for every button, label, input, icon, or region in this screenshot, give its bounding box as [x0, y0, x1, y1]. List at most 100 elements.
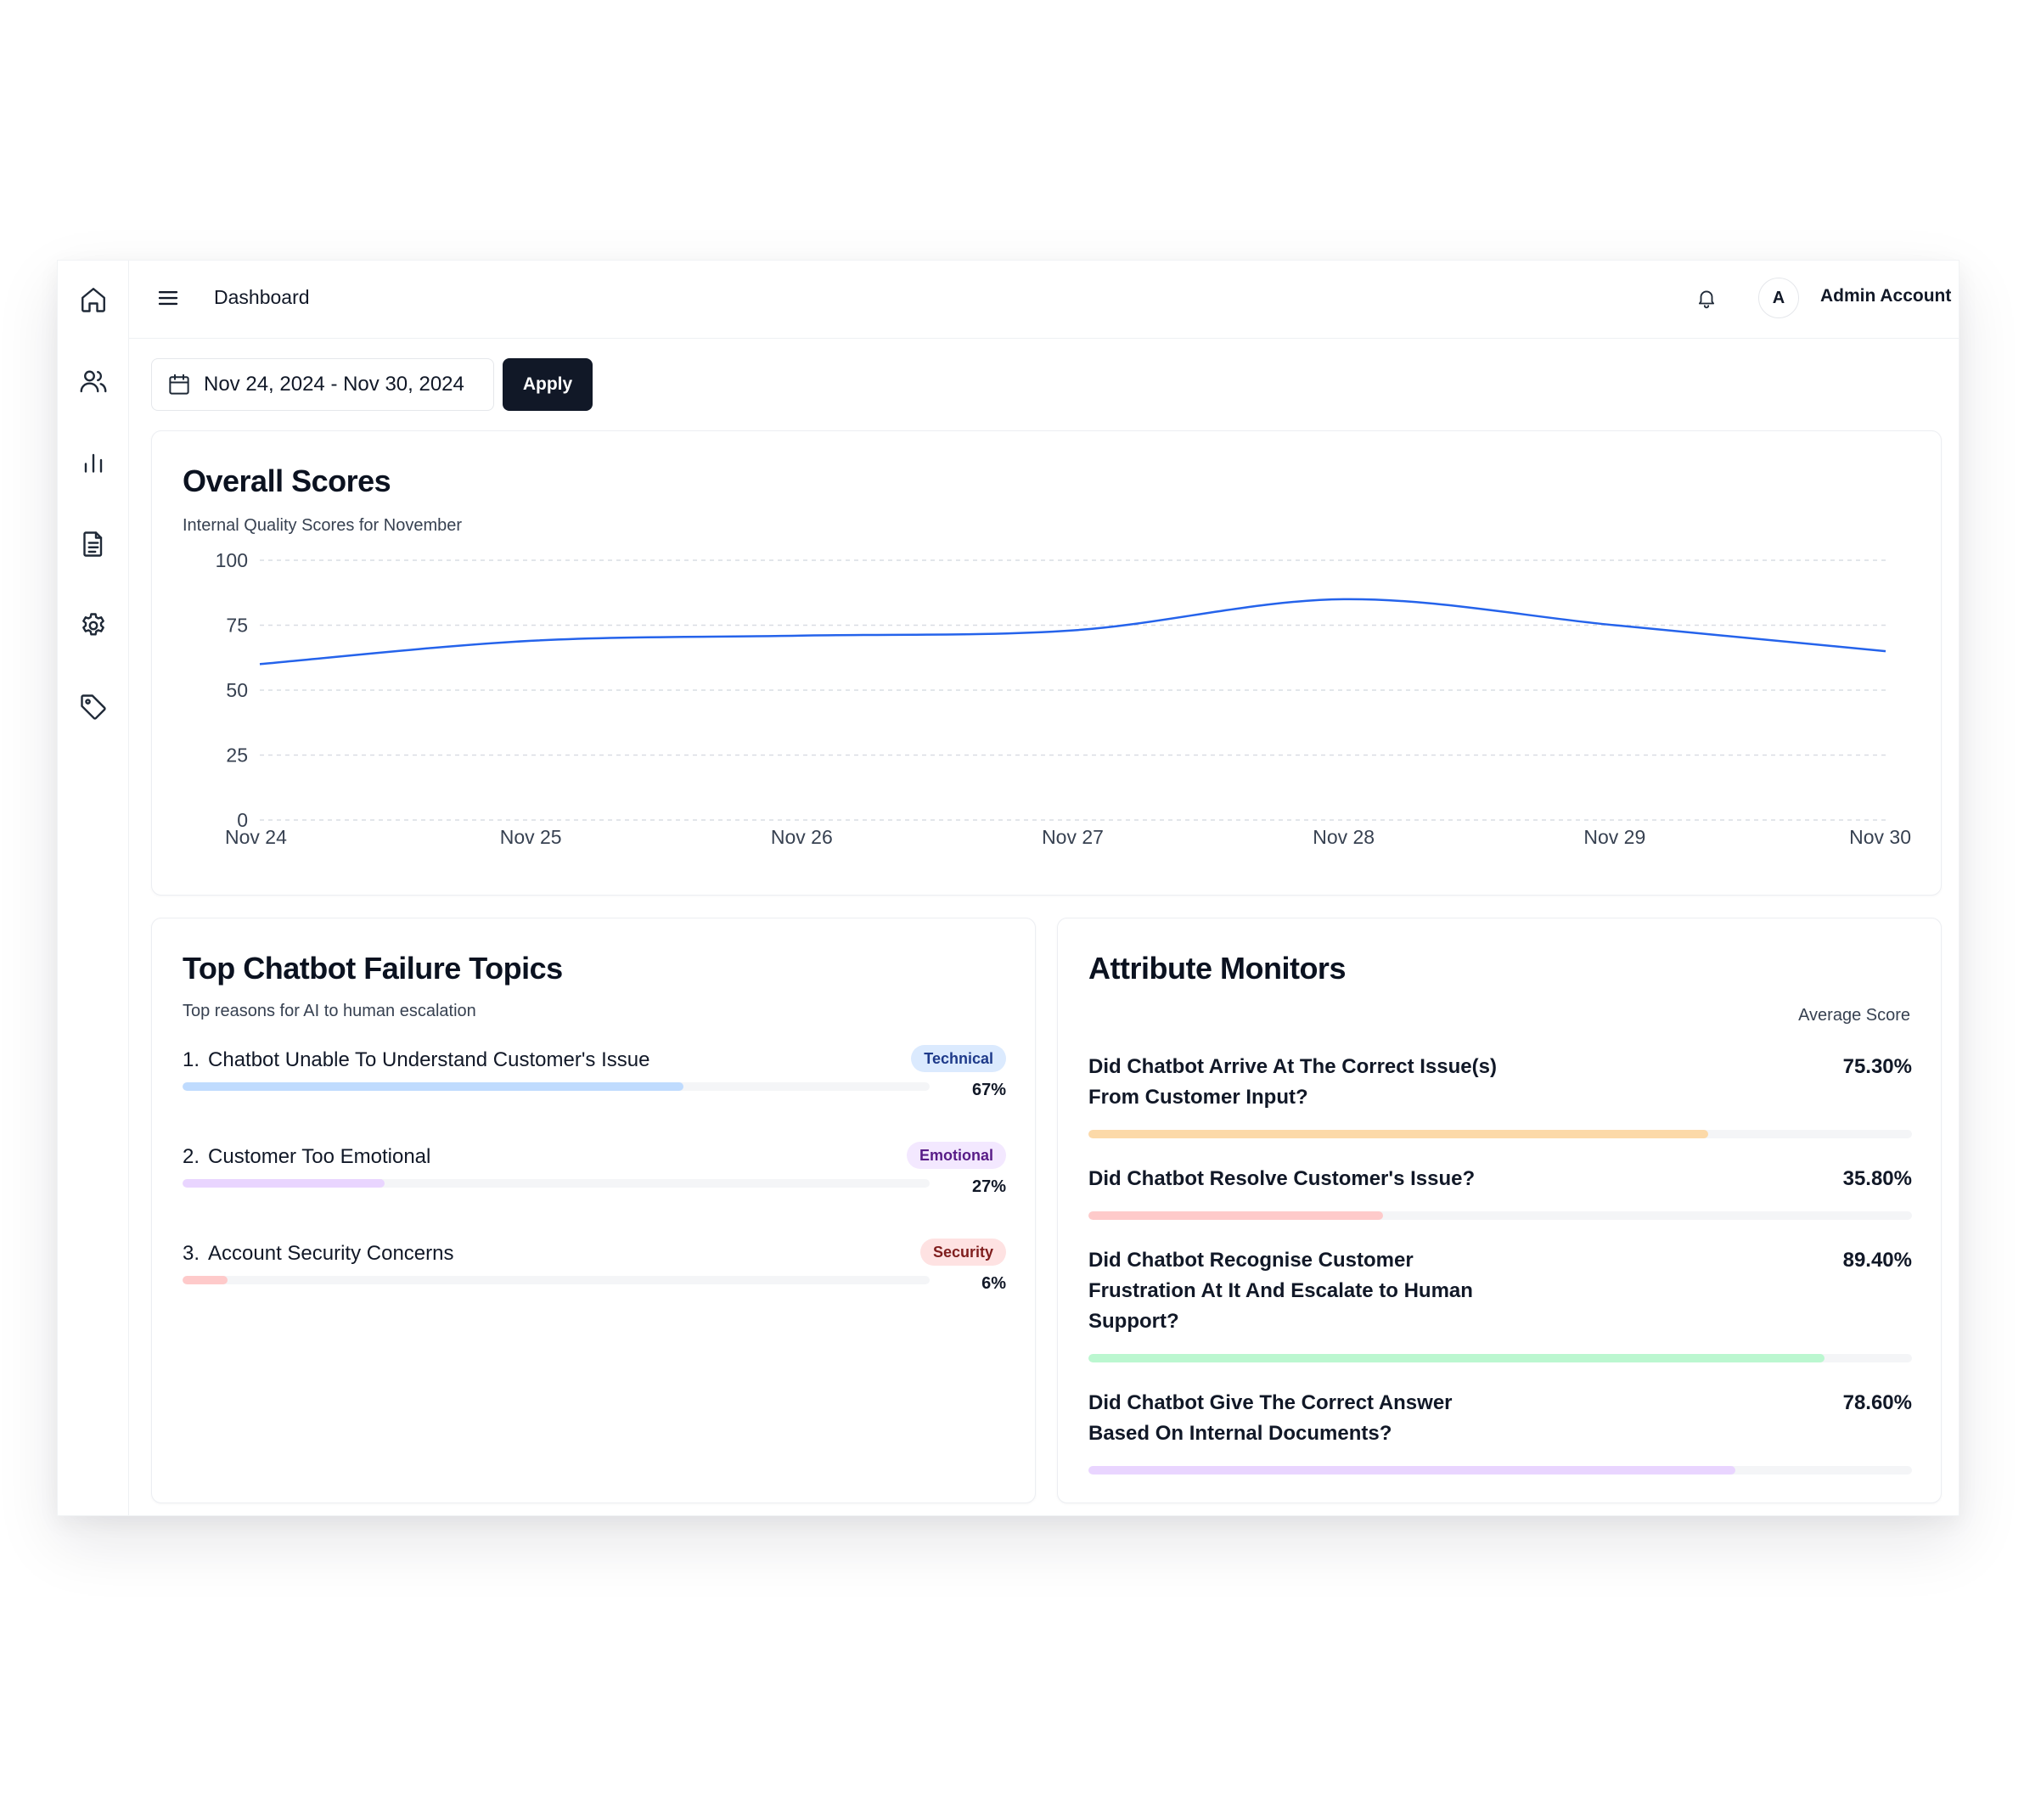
apply-button[interactable]: Apply	[503, 358, 593, 411]
failure-topic-percentage: 27%	[971, 1177, 1006, 1196]
bell-icon	[1698, 290, 1715, 309]
gear-icon	[82, 613, 104, 636]
x-tick-label: Nov 29	[1583, 826, 1645, 848]
failure-topic-text: Chatbot Unable To Understand Customer's …	[208, 1048, 650, 1071]
attribute-question: Did Chatbot Arrive At The Correct Issue(…	[1088, 1052, 1497, 1113]
progress-track	[1088, 1466, 1912, 1475]
progress-track	[1088, 1211, 1912, 1220]
category-badge: Technical	[911, 1045, 1006, 1072]
account-name[interactable]: Admin Account	[1820, 286, 1952, 306]
page-title: Dashboard	[214, 286, 310, 308]
failure-topic-rank: 2.	[183, 1145, 200, 1168]
progress-fill	[1088, 1130, 1709, 1138]
failure-topics-subtitle: Top reasons for AI to human escalation	[183, 1002, 476, 1020]
calendar-icon	[169, 374, 189, 395]
y-tick-label: 75	[226, 615, 248, 637]
average-score-header: Average Score	[1798, 1006, 1910, 1025]
failure-topic-rank: 3.	[183, 1242, 200, 1265]
attribute-score: 35.80%	[1842, 1167, 1912, 1190]
y-tick-label: 0	[237, 809, 248, 831]
category-badge: Emotional	[906, 1142, 1006, 1169]
failure-topic-label: 1. Chatbot Unable To Understand Customer'…	[183, 1048, 649, 1072]
y-tick-label: 25	[226, 744, 248, 767]
progress-fill	[1088, 1466, 1736, 1475]
overall-scores-chart: 0 25 50 75 100 Nov 24 Nov 25 Nov 26 Nov 27 Nov 28…	[216, 549, 1911, 848]
hamburger-menu-icon	[158, 290, 178, 306]
sidebar	[58, 261, 129, 1515]
sidebar-item-settings[interactable]	[73, 605, 114, 646]
avatar[interactable]: A	[1758, 278, 1799, 318]
progress-track	[1088, 1130, 1912, 1138]
progress-track	[1088, 1354, 1912, 1362]
x-tick-label: Nov 24	[225, 826, 287, 848]
attribute-monitors-card: Attribute Monitors Average Score Did Cha…	[1057, 918, 1942, 1503]
attribute-monitor-item[interactable]: Did Chatbot Resolve Customer's Issue? 35.…	[1088, 1164, 1912, 1223]
overall-scores-card: 0 25 50 75 100 Nov 24 Nov 25 Nov 26 Nov 27 Nov 28…	[151, 430, 1942, 896]
attribute-score: 75.30%	[1842, 1055, 1912, 1078]
failure-topic-percentage: 67%	[971, 1081, 1006, 1099]
menu-button[interactable]	[148, 278, 188, 318]
attribute-question-line: Did Chatbot Arrive At The Correct Issue(…	[1088, 1055, 1497, 1078]
overall-scores-subtitle: Internal Quality Scores for November	[183, 516, 463, 535]
y-tick-label: 50	[226, 679, 248, 701]
sidebar-item-documents[interactable]	[73, 524, 114, 565]
failure-topics-title: Top Chatbot Failure Topics	[183, 951, 563, 986]
attribute-monitors-title: Attribute Monitors	[1088, 951, 1346, 986]
category-badge: Security	[919, 1239, 1006, 1266]
sidebar-item-home[interactable]	[73, 279, 114, 320]
failure-topic-text: Customer Too Emotional	[208, 1145, 431, 1168]
failure-topic-percentage: 6%	[981, 1274, 1006, 1293]
date-range-picker[interactable]: Nov 24, 2024 - Nov 30, 2024	[151, 358, 494, 411]
attribute-monitor-item[interactable]: Did Chatbot Recognise Customer Frustratio…	[1088, 1245, 1912, 1366]
failure-topic-item[interactable]: 1. Chatbot Unable To Understand Customer'…	[183, 1045, 1006, 1116]
y-tick-label: 100	[216, 549, 248, 571]
users-icon	[80, 370, 107, 393]
overall-scores-title: Overall Scores	[183, 463, 391, 498]
sidebar-item-tags[interactable]	[73, 687, 114, 727]
attribute-question-line: Frustration At It And Escalate to Human	[1088, 1279, 1473, 1302]
attribute-question-line: Did Chatbot Resolve Customer's Issue?	[1088, 1167, 1476, 1190]
attribute-score: 89.40%	[1842, 1249, 1912, 1272]
failure-topic-text: Account Security Concerns	[208, 1242, 454, 1265]
x-tick-label: Nov 28	[1313, 826, 1375, 848]
attribute-question: Did Chatbot Recognise Customer Frustratio…	[1088, 1245, 1473, 1337]
sidebar-item-analytics[interactable]	[73, 442, 114, 483]
attribute-question: Did Chatbot Give The Correct Answer Based…	[1088, 1388, 1453, 1449]
attribute-question-line: From Customer Input?	[1088, 1086, 1308, 1109]
failure-topics-card: Top Chatbot Failure Topics Top reasons f…	[151, 918, 1036, 1503]
x-tick-label: Nov 30	[1849, 826, 1911, 848]
failure-topic-rank: 1.	[183, 1048, 200, 1071]
attribute-question: Did Chatbot Resolve Customer's Issue?	[1088, 1164, 1475, 1194]
attribute-question-line: Did Chatbot Recognise Customer	[1088, 1249, 1414, 1272]
failure-topic-label: 3. Account Security Concerns	[183, 1242, 453, 1266]
date-range-value: Nov 24, 2024 - Nov 30, 2024	[204, 373, 464, 396]
sidebar-item-users[interactable]	[73, 361, 114, 402]
x-tick-label: Nov 26	[771, 826, 833, 848]
progress-fill	[183, 1276, 228, 1284]
progress-fill	[1088, 1211, 1384, 1220]
x-tick-label: Nov 27	[1042, 826, 1104, 848]
progress-fill	[183, 1082, 683, 1091]
attribute-monitor-item[interactable]: Did Chatbot Give The Correct Answer Based…	[1088, 1388, 1912, 1478]
progress-track	[183, 1276, 930, 1284]
attribute-question-line: Did Chatbot Give The Correct Answer	[1088, 1391, 1453, 1414]
app-window: Dashboard A Admin Account Nov 24, 2024 -…	[57, 260, 1959, 1516]
top-bar: Dashboard A Admin Account	[129, 261, 1959, 339]
attribute-question-line: Support?	[1088, 1310, 1179, 1333]
series-line	[259, 598, 1886, 666]
failure-topic-item[interactable]: 2. Customer Too Emotional Emotional 27%	[183, 1142, 1006, 1213]
attribute-score: 78.60%	[1842, 1391, 1912, 1414]
progress-fill	[183, 1179, 385, 1188]
notifications-button[interactable]	[1690, 281, 1723, 315]
failure-topic-label: 2. Customer Too Emotional	[183, 1145, 430, 1169]
x-tick-label: Nov 25	[500, 826, 562, 848]
home-icon	[82, 288, 105, 312]
attribute-monitor-item[interactable]: Did Chatbot Arrive At The Correct Issue(…	[1088, 1052, 1912, 1142]
failure-topic-item[interactable]: 3. Account Security Concerns Security 6%	[183, 1239, 1006, 1310]
document-icon	[83, 531, 103, 557]
tag-icon	[81, 694, 106, 720]
progress-fill	[1088, 1354, 1825, 1362]
bar-chart-icon	[84, 453, 103, 473]
progress-track	[183, 1179, 930, 1188]
attribute-question-line: Based On Internal Documents?	[1088, 1422, 1392, 1445]
